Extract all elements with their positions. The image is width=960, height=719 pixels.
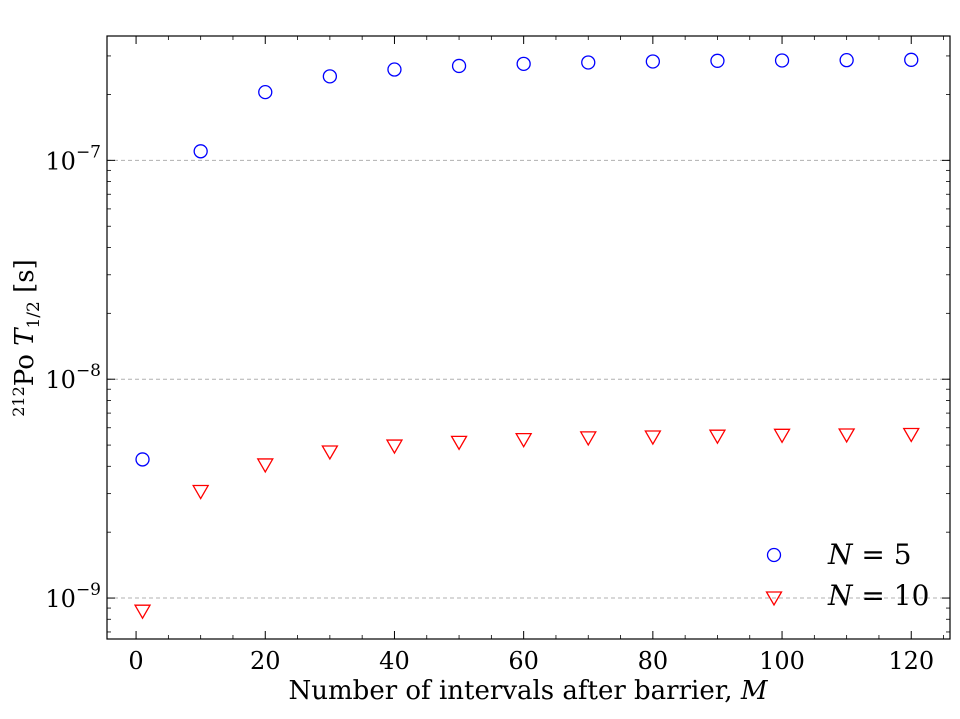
x-tick-label: 20 [250,647,281,675]
legend-label-n5: N = 5 [827,538,912,571]
point-n10 [133,604,152,620]
y-tick-labels: 10−9 10−8 10−7 [45,142,101,613]
x-tick-label: 60 [508,647,539,675]
legend-marker-n5 [766,547,782,563]
point-n10 [515,433,533,448]
x-tick-label: 120 [888,647,934,675]
point-n5 [387,62,402,77]
point-n10 [902,427,920,443]
point-n5 [710,53,725,68]
legend: N = 5 N = 10 [765,538,929,612]
point-n5 [193,144,208,159]
point-n5 [839,52,854,68]
y-tick-label: 10−9 [45,580,101,613]
point-n10 [708,429,727,445]
point-n10 [450,435,468,451]
point-n5 [645,54,661,69]
y-axis-label: 212Po T1/2 [s] [9,259,44,417]
x-tick-label: 40 [379,647,410,675]
point-n5 [451,58,467,74]
point-n5 [904,52,919,67]
x-tick-label: 100 [759,647,805,675]
axis-ticks [107,36,950,639]
point-n5 [322,69,338,84]
y-tick-label: 10−7 [45,142,101,175]
point-n5 [774,53,790,68]
point-n10 [644,430,662,446]
x-tick-label: 80 [638,647,669,675]
plot-frame [106,35,951,640]
grid-lines [107,159,950,599]
point-n10 [385,439,404,455]
point-n5 [581,55,596,70]
data-marks [133,52,920,620]
point-n5 [258,84,273,100]
point-n10 [321,445,339,461]
point-n10 [773,428,791,444]
y-tick-label: 10−8 [45,361,101,394]
legend-label-n10: N = 10 [827,579,929,612]
point-n10 [192,484,210,500]
point-n10 [256,458,274,474]
point-n10 [838,428,856,444]
x-axis-label: Number of intervals after barrier, M [289,676,769,706]
x-tick-label: 0 [128,647,143,675]
legend-marker-n10 [765,591,783,607]
point-n5 [135,452,150,467]
point-n5 [516,56,531,72]
point-n10 [579,431,597,447]
x-tick-labels: 0 20 40 60 80 100 120 [128,647,934,675]
